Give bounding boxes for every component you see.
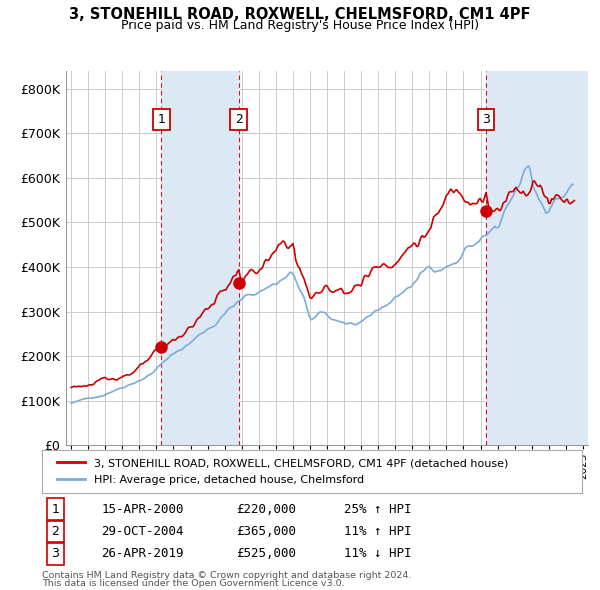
- Bar: [486, 71, 588, 445]
- Text: £525,000: £525,000: [236, 548, 296, 560]
- Text: 3: 3: [52, 548, 59, 560]
- Text: 15-APR-2000: 15-APR-2000: [101, 503, 184, 516]
- Text: 26-APR-2019: 26-APR-2019: [101, 548, 184, 560]
- Legend: 3, STONEHILL ROAD, ROXWELL, CHELMSFORD, CM1 4PF (detached house), HPI: Average p: 3, STONEHILL ROAD, ROXWELL, CHELMSFORD, …: [53, 454, 513, 489]
- Text: 3, STONEHILL ROAD, ROXWELL, CHELMSFORD, CM1 4PF: 3, STONEHILL ROAD, ROXWELL, CHELMSFORD, …: [69, 7, 531, 22]
- Text: 3: 3: [482, 113, 490, 126]
- Text: 11% ↓ HPI: 11% ↓ HPI: [344, 548, 412, 560]
- Bar: [161, 71, 239, 445]
- Text: 29-OCT-2004: 29-OCT-2004: [101, 525, 184, 538]
- Text: 2: 2: [235, 113, 243, 126]
- Text: 11% ↑ HPI: 11% ↑ HPI: [344, 525, 412, 538]
- Text: Price paid vs. HM Land Registry's House Price Index (HPI): Price paid vs. HM Land Registry's House …: [121, 19, 479, 32]
- Text: £220,000: £220,000: [236, 503, 296, 516]
- Text: Contains HM Land Registry data © Crown copyright and database right 2024.: Contains HM Land Registry data © Crown c…: [42, 571, 412, 579]
- Text: 2: 2: [52, 525, 59, 538]
- Text: This data is licensed under the Open Government Licence v3.0.: This data is licensed under the Open Gov…: [42, 579, 344, 588]
- Text: £365,000: £365,000: [236, 525, 296, 538]
- Text: 1: 1: [157, 113, 165, 126]
- Text: 25% ↑ HPI: 25% ↑ HPI: [344, 503, 412, 516]
- Text: 1: 1: [52, 503, 59, 516]
